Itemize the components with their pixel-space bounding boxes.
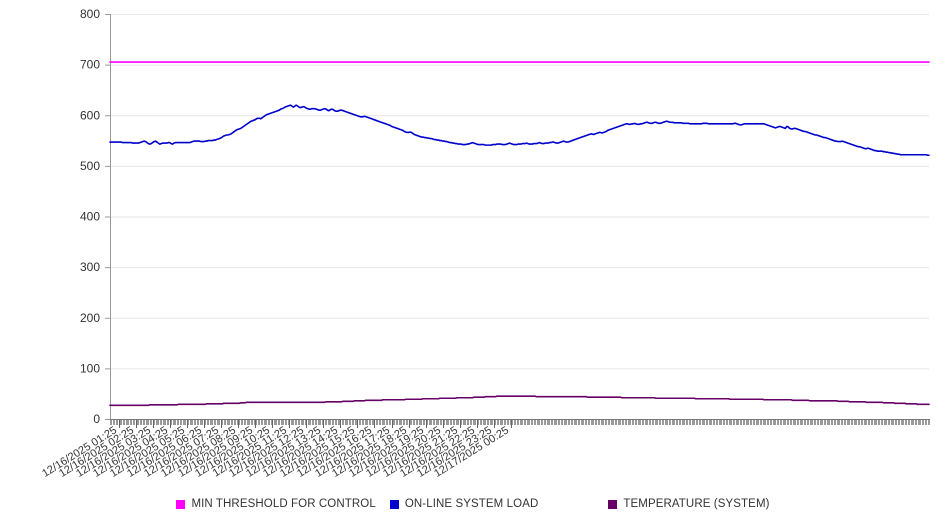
series-line: [109, 104, 930, 157]
y-axis-tick-label: 100: [80, 361, 100, 375]
legend-label-temperature-system: TEMPERATURE (SYSTEM): [623, 498, 770, 510]
legend-label-online-system-load: ON-LINE SYSTEM LOAD: [404, 498, 539, 510]
chart-legend: MIN THRESHOLD FOR CONTROL ON-LINE SYSTEM…: [0, 494, 946, 514]
y-axis-tick-label: 600: [80, 108, 100, 122]
y-axis-tick-label: 400: [80, 210, 100, 224]
legend-item-min-threshold[interactable]: MIN THRESHOLD FOR CONTROL: [176, 498, 376, 510]
y-axis-tick-label: 200: [80, 311, 100, 325]
y-axis-tick-label: 700: [80, 58, 100, 72]
legend-swatch-min-threshold: [176, 499, 186, 509]
legend-swatch-temperature-system: [608, 499, 618, 509]
gridlines: [110, 14, 929, 370]
chart-plot-area: 0 100 200 300 400 500 600 700 800 12/16/2025 01:…: [40, 7, 930, 480]
y-axis-ticks: 0 100 200 300 400 500 600 700 800: [80, 7, 110, 426]
legend-label-min-threshold: MIN THRESHOLD FOR CONTROL: [191, 498, 376, 510]
series-line: [109, 395, 930, 407]
y-axis-tick-label: 0: [93, 412, 100, 426]
y-axis-tick-label: 800: [80, 7, 100, 21]
y-axis-tick-label: 300: [80, 260, 100, 274]
data-series: [109, 61, 930, 407]
y-axis-tick-label: 500: [80, 159, 100, 173]
x-axis-major-ticks: [119, 420, 512, 428]
x-axis-minor-ticks: [110, 420, 930, 425]
legend-swatch-online-system-load: [389, 499, 399, 509]
legend-item-temperature-system[interactable]: TEMPERATURE (SYSTEM): [608, 498, 769, 510]
legend-item-online-system-load[interactable]: ON-LINE SYSTEM LOAD: [389, 498, 539, 510]
